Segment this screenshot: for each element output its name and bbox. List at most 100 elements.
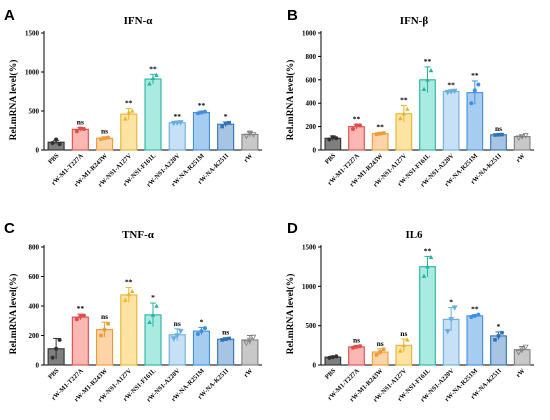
data-point [381,347,386,352]
data-point [174,333,181,339]
data-point [374,352,379,357]
data-point [122,297,128,302]
panel-d: D IL6 Rel.mRNA level(%) 0 500 1000 1500 PBS n… [285,220,534,404]
data-point [50,355,55,360]
data-point [354,123,359,128]
significance-label: ** [125,278,133,287]
y-axis-label: Rel.mRNA level(%) [285,60,296,141]
data-point [199,329,204,334]
y-axis-label: Rel.mRNA level(%) [8,60,19,141]
x-tick-label: rW [515,152,527,164]
data-point [147,81,152,86]
y-tick-label: 200 [306,123,317,131]
data-point [515,350,522,356]
significance-label: * [449,298,453,307]
y-tick-label: 0 [36,362,40,370]
significance-label: ns [495,124,502,133]
x-tick-label: PBS [324,152,338,166]
data-point [444,89,451,96]
data-point [99,137,103,141]
data-point [102,136,107,141]
significance-label: ** [173,112,181,121]
data-point [177,120,184,126]
data-point [74,317,79,322]
y-tick-label: 0 [313,362,317,370]
data-point [496,132,501,137]
bar [419,266,436,366]
data-point [401,342,407,348]
data-point [54,137,59,142]
data-point [519,134,526,140]
data-point [448,317,455,323]
data-point [106,135,110,140]
data-point [81,126,86,131]
data-point [195,111,200,116]
data-point [448,89,455,95]
y-tick-label: 400 [306,100,317,108]
data-point [50,140,55,145]
y-tick-label: 1000 [302,30,317,38]
y-tick-label: 1500 [302,244,317,252]
data-point [57,142,62,147]
data-point [451,88,458,95]
bar [192,330,210,366]
y-tick-label: 800 [29,244,40,252]
x-tick-label: PBS [47,367,61,381]
significance-label: * [200,317,204,326]
y-tick-label: 500 [306,322,317,330]
bar [144,78,162,151]
significance-label: ** [471,305,479,314]
data-point [78,314,83,319]
data-point [398,348,403,353]
significance-label: ** [400,96,408,105]
data-point [472,88,477,93]
data-point [199,110,204,115]
x-tick-label: rW [243,367,255,379]
panel-title: IL6 [405,229,423,241]
significance-label: * [224,112,228,121]
data-point [493,338,497,342]
bar [490,335,507,366]
panel-title: IFN-β [400,15,429,27]
data-point [174,120,181,126]
bar [442,90,460,151]
data-point [334,354,339,359]
data-point [476,312,481,317]
significance-label: ** [376,122,384,131]
data-point [177,328,184,335]
data-point [374,132,379,137]
data-point [351,126,355,131]
x-tick-label: PBS [47,152,61,166]
significance-label: ** [149,64,157,73]
significance-label: ns [101,312,108,321]
significance-label: * [497,322,501,331]
data-point [327,355,332,360]
panel-title: TNF-α [122,229,155,241]
data-point [425,77,430,82]
data-point [358,344,362,349]
data-point [54,346,59,351]
data-point [334,136,339,141]
bar [348,346,365,366]
plot-area: 02004006008001000PBS**rW-M1-T227A**rW-M1… [302,30,534,189]
data-point [250,334,257,341]
data-point [154,303,159,308]
bar [490,134,507,151]
y-tick-label: 1500 [25,30,40,38]
data-point [381,131,386,135]
data-point [74,129,79,134]
data-point [250,132,257,138]
data-point [220,124,224,129]
panel-label: C [4,220,15,237]
data-point [129,108,135,113]
significance-label: ns [101,127,108,136]
data-point [476,82,481,87]
data-point [129,288,135,294]
data-point [425,264,430,269]
data-point [57,337,62,342]
data-point [154,72,159,77]
significance-label: ns [222,328,229,337]
bar [348,126,365,151]
data-point [444,328,451,335]
